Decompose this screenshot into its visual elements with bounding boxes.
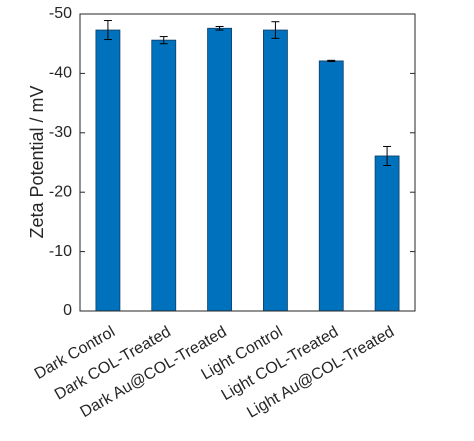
y-tick-label: -10	[49, 243, 72, 260]
y-tick-label: -50	[49, 5, 72, 22]
plot-frame	[79, 13, 416, 312]
y-tick-label: -30	[49, 124, 72, 141]
bar	[263, 29, 288, 312]
bar	[207, 27, 232, 312]
bar	[95, 29, 121, 312]
y-tick-label: -40	[49, 65, 72, 82]
bar	[318, 60, 344, 312]
bar	[374, 155, 400, 312]
y-axis-label: Zeta Potential / mV	[27, 85, 47, 238]
y-tick-label: 0	[63, 302, 72, 319]
y-tick-label: -20	[49, 183, 72, 200]
bar	[151, 39, 177, 312]
